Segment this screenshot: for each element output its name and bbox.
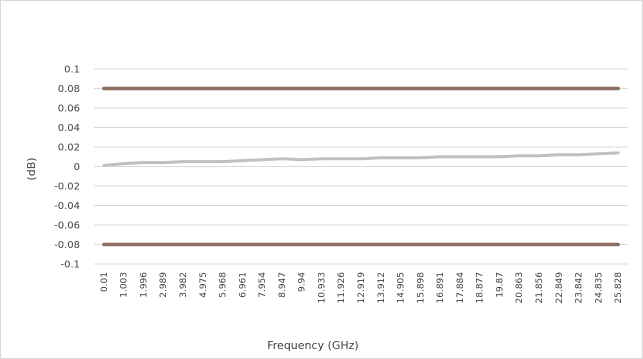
x-tick-label: 15.898 xyxy=(416,272,426,304)
x-axis-ticks: 0.01 1.003 1.996 2.989 3.982 4.975 5.968 6.961 7… xyxy=(100,272,624,304)
x-tick-label: 8.947 xyxy=(278,272,288,298)
x-tick-label: 16.891 xyxy=(436,272,446,304)
x-tick-label: 23.842 xyxy=(575,272,585,304)
x-tick-label: 24.835 xyxy=(594,272,604,304)
y-tick-label: -0.06 xyxy=(54,221,80,232)
x-tick-label: 3.982 xyxy=(179,272,189,298)
x-tick-label: 13.912 xyxy=(377,272,387,304)
y-tick-label: 0.08 xyxy=(58,84,80,95)
x-tick-label: 1.996 xyxy=(139,272,149,298)
x-tick-label: 22.849 xyxy=(555,272,565,304)
x-tick-label: 19.87 xyxy=(495,272,505,298)
x-tick-label: 20.863 xyxy=(515,272,525,304)
gridlines xyxy=(94,68,628,265)
x-tick-label: 9.94 xyxy=(298,272,308,292)
x-tick-label: 6.961 xyxy=(238,272,248,298)
y-tick-label: -0.04 xyxy=(54,201,80,212)
x-tick-label: 7.954 xyxy=(258,272,268,298)
x-axis-title: Frequency (GHz) xyxy=(267,339,358,352)
x-tick-label: 2.989 xyxy=(159,272,169,298)
series-group xyxy=(102,86,620,247)
y-tick-label: -0.1 xyxy=(60,260,80,271)
y-axis-ticks: 0.1 0.08 0.06 0.04 0.02 0 -0.02 -0.04 -0.06 -0.08… xyxy=(54,65,80,271)
y-tick-label: 0.06 xyxy=(58,104,80,115)
y-tick-label: 0.02 xyxy=(58,143,80,154)
series-line-measured xyxy=(102,151,620,167)
x-tick-label: 17.884 xyxy=(456,272,466,304)
x-tick-label: 11.926 xyxy=(337,272,347,304)
x-tick-label: 12.919 xyxy=(357,272,367,304)
x-tick-label: 10.933 xyxy=(317,272,327,304)
x-tick-label: 5.968 xyxy=(219,272,229,298)
y-axis-title: (dB) xyxy=(25,157,38,180)
y-tick-label: 0 xyxy=(74,162,80,173)
x-tick-label: 18.877 xyxy=(476,272,486,304)
x-tick-label: 14.905 xyxy=(397,272,407,304)
x-tick-label: 25.828 xyxy=(614,272,624,304)
y-tick-label: 0.1 xyxy=(64,65,80,76)
x-tick-label: 4.975 xyxy=(199,272,209,298)
y-tick-label: -0.08 xyxy=(54,240,80,251)
x-tick-label: 1.003 xyxy=(120,272,130,298)
x-tick-label: 0.01 xyxy=(100,272,110,292)
y-tick-label: 0.04 xyxy=(58,123,80,134)
y-tick-label: -0.02 xyxy=(54,182,80,193)
x-tick-label: 21.856 xyxy=(535,272,545,304)
